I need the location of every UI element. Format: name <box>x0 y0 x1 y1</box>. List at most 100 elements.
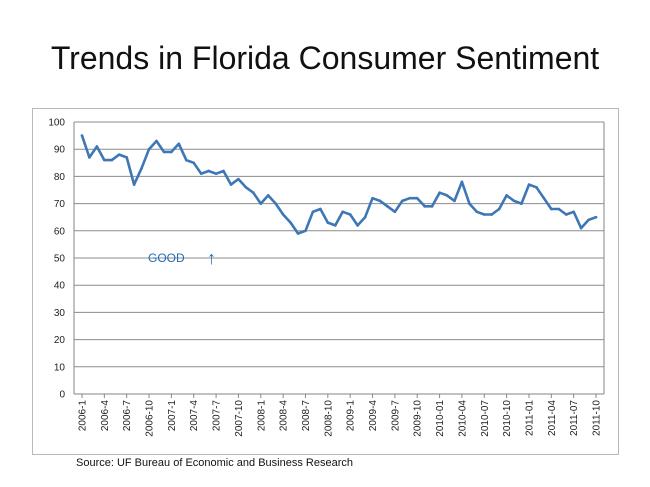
x-tick-label: 2006-10 <box>145 400 156 437</box>
data-point <box>199 172 203 175</box>
data-point <box>244 185 248 189</box>
data-point <box>110 158 114 162</box>
data-point <box>259 202 263 205</box>
data-point <box>214 172 218 175</box>
data-point <box>468 202 471 205</box>
data-point <box>311 210 315 214</box>
x-tick-label: 2007-4 <box>189 400 200 432</box>
x-tick-label: 2010-01 <box>435 400 446 437</box>
data-point <box>564 213 568 216</box>
data-point <box>80 134 84 137</box>
data-point <box>401 199 404 203</box>
data-point <box>281 213 285 216</box>
good-annotation: GOOD <box>148 251 185 265</box>
y-tick-label: 10 <box>54 362 66 373</box>
data-point <box>371 196 374 200</box>
x-tick-label: 2009-10 <box>413 400 424 437</box>
y-tick-label: 0 <box>59 390 65 401</box>
x-tick-label: 2007-1 <box>167 400 178 432</box>
data-point <box>266 194 270 197</box>
data-point <box>408 196 412 200</box>
y-tick-label: 40 <box>54 281 66 292</box>
data-point <box>103 158 106 162</box>
data-point <box>170 150 173 154</box>
x-tick-label: 2008-7 <box>301 400 312 432</box>
data-point <box>229 183 233 186</box>
x-tick-label: 2009-7 <box>390 400 401 432</box>
x-tick-label: 2008-10 <box>323 400 334 437</box>
x-tick-label: 2008-1 <box>256 400 267 432</box>
data-point <box>423 205 426 208</box>
data-point <box>177 142 181 146</box>
data-point <box>162 150 166 154</box>
data-point <box>363 215 367 219</box>
data-point <box>535 185 538 189</box>
x-tick-label: 2010-10 <box>502 400 513 437</box>
x-tick-label: 2011-01 <box>524 400 535 436</box>
data-point <box>296 232 300 235</box>
y-tick-label: 30 <box>54 308 66 319</box>
y-tick-label: 60 <box>54 226 66 237</box>
data-point <box>482 213 486 216</box>
data-point <box>147 147 151 151</box>
y-tick-label: 20 <box>54 335 66 346</box>
x-tick-label: 2011-04 <box>547 400 558 436</box>
data-point <box>117 153 121 156</box>
data-point <box>512 199 516 203</box>
x-tick-label: 2009-1 <box>346 400 357 432</box>
x-tick-label: 2007-10 <box>234 400 245 437</box>
up-arrow-icon: ↑ <box>207 248 216 268</box>
slide-title: Trends in Florida Consumer Sentiment <box>50 40 600 76</box>
data-point <box>550 207 553 211</box>
y-tick-label: 80 <box>54 172 66 183</box>
data-point <box>527 183 531 186</box>
data-point <box>125 156 128 159</box>
data-point <box>140 166 143 170</box>
data-point <box>192 161 196 165</box>
data-point <box>88 156 91 159</box>
data-point <box>475 210 479 214</box>
data-point <box>356 224 359 227</box>
data-point <box>341 210 345 214</box>
data-point <box>132 183 136 186</box>
data-point <box>497 207 501 211</box>
data-point <box>304 229 307 233</box>
data-point <box>326 221 330 224</box>
data-point <box>557 207 561 211</box>
data-point <box>505 194 508 197</box>
y-tick-label: 100 <box>48 118 65 129</box>
x-tick-label: 2009-4 <box>368 400 379 432</box>
x-tick-label: 2011-07 <box>569 400 580 436</box>
chart-frame: 0 10 20 30 40 50 60 70 80 90 100 2006-1 2006-4 2006-7… <box>32 108 619 455</box>
data-point <box>378 199 382 203</box>
data-point <box>95 145 99 148</box>
x-tick-label: 2007-7 <box>212 400 223 432</box>
data-point <box>184 158 188 162</box>
x-tick-label: 2010-07 <box>480 400 491 437</box>
data-point <box>572 210 575 214</box>
data-point <box>393 210 397 214</box>
data-point <box>579 226 583 230</box>
y-tick-label: 50 <box>54 254 66 265</box>
data-point <box>222 169 225 173</box>
series-line <box>80 134 598 235</box>
data-point <box>520 202 523 205</box>
y-tick-label: 70 <box>54 199 66 210</box>
data-point <box>319 207 322 211</box>
x-tick-label: 2008-4 <box>279 400 290 432</box>
x-tick-label: 2006-1 <box>78 400 89 432</box>
data-point <box>587 218 590 222</box>
data-point <box>594 215 598 219</box>
x-tick-label: 2010-04 <box>457 400 468 437</box>
data-point <box>289 221 292 224</box>
data-point <box>252 191 255 195</box>
line-chart: 0 10 20 30 40 50 60 70 80 90 100 2006-1 2006-4 2006-7… <box>48 118 605 437</box>
data-point <box>438 191 441 195</box>
data-point <box>445 194 449 197</box>
x-tick-label: 2011-10 <box>592 400 603 436</box>
data-point <box>430 205 434 208</box>
data-point <box>453 199 456 203</box>
x-tick-label: 2006-4 <box>100 400 111 432</box>
x-tick-label: 2006-7 <box>122 400 133 432</box>
y-tick-label: 90 <box>54 145 66 156</box>
